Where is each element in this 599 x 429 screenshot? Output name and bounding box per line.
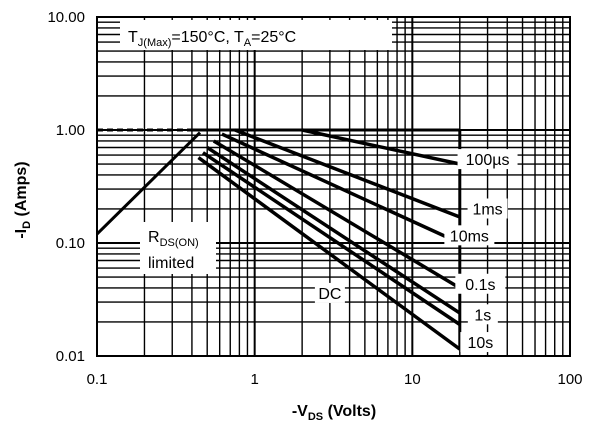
- series-label: 0.1s: [465, 277, 495, 294]
- rds-note-bg: [140, 222, 216, 274]
- x-tick-label: 0.1: [87, 371, 108, 388]
- x-axis-label: -VDS (Volts): [292, 403, 376, 423]
- series-label-bg: [314, 282, 345, 303]
- series-label: 10ms: [450, 228, 489, 245]
- x-tick-label: 1: [250, 371, 258, 388]
- soa-curve-1s: [206, 146, 461, 315]
- series-label: 1s: [474, 307, 491, 324]
- rds-note-line1: RDS(ON): [148, 229, 199, 249]
- x-tick-label: 10: [404, 371, 421, 388]
- y-tick-label: 0.01: [56, 348, 85, 365]
- plot-frame: [96, 16, 571, 357]
- conditions-label: TJ(Max)=150°C, TA=25°C: [128, 29, 296, 49]
- rds-note-line2: limited: [148, 255, 194, 272]
- y-tick-label: 10.00: [47, 9, 85, 26]
- series-labels: 100µs 1ms 10ms 0.1s 1s 10s DC: [314, 149, 518, 353]
- series-label-bg: [467, 304, 498, 325]
- curves: [95, 128, 462, 351]
- rds-limit-line: [95, 131, 202, 236]
- series-label-bg: [460, 332, 501, 353]
- series-label-bg: [457, 149, 518, 170]
- y-tick-label: 1.00: [56, 122, 85, 139]
- y-tick-label: 0.10: [56, 235, 85, 252]
- series-label: 100µs: [466, 152, 510, 169]
- series-label: 1ms: [472, 202, 502, 219]
- x-tick-label: 100: [557, 371, 582, 388]
- soa-curve-10s: [201, 151, 461, 326]
- series-label-bg: [467, 198, 508, 219]
- series-label-bg: [444, 225, 495, 246]
- soa-curve-dc: [197, 156, 461, 351]
- series-label: DC: [318, 286, 341, 303]
- soa-curve-1ms: [234, 128, 461, 219]
- y-axis-label: -ID (Amps): [13, 161, 33, 238]
- soa-curve-100s: [301, 128, 461, 166]
- x-tick-labels: 0.1 1 10 100: [87, 371, 583, 388]
- series-label: 10s: [467, 335, 493, 352]
- conditions-box-bg: [120, 20, 392, 50]
- soa-curve-01s: [212, 139, 461, 290]
- soa-curve-10ms: [221, 132, 461, 245]
- y-tick-labels: 10.00 1.00 0.10 0.01: [47, 9, 85, 365]
- series-label-bg: [455, 273, 506, 294]
